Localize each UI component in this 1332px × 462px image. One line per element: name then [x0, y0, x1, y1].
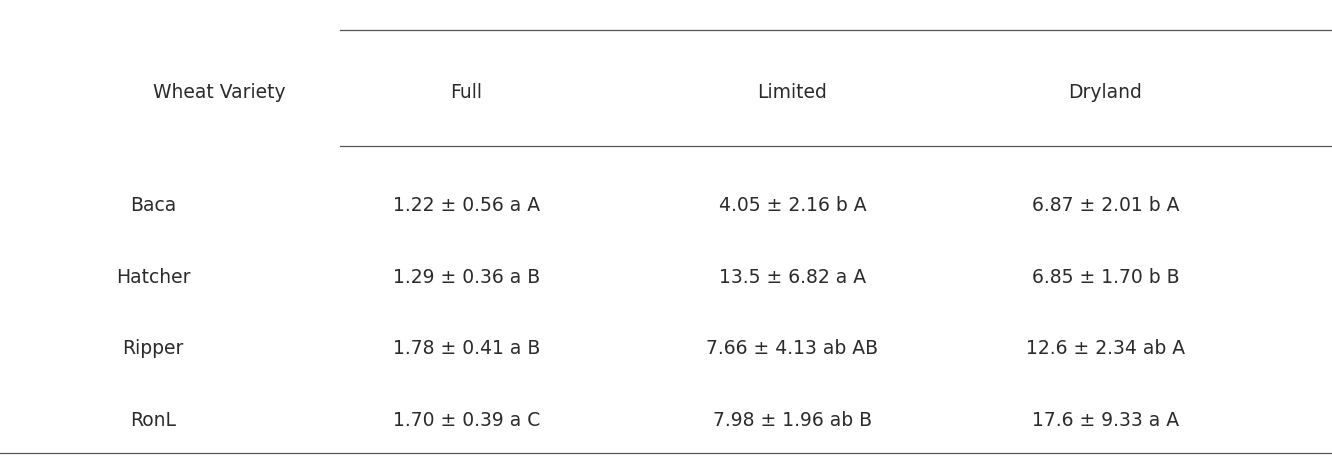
Text: Ripper: Ripper: [123, 339, 184, 359]
Text: 6.87 ± 2.01 b A: 6.87 ± 2.01 b A: [1032, 196, 1179, 215]
Text: 1.78 ± 0.41 a B: 1.78 ± 0.41 a B: [393, 339, 539, 359]
Text: 1.29 ± 0.36 a B: 1.29 ± 0.36 a B: [393, 267, 539, 287]
Text: Dryland: Dryland: [1068, 83, 1143, 102]
Text: Limited: Limited: [758, 83, 827, 102]
Text: 17.6 ± 9.33 a A: 17.6 ± 9.33 a A: [1032, 411, 1179, 430]
Text: 6.85 ± 1.70 b B: 6.85 ± 1.70 b B: [1032, 267, 1179, 287]
Text: Hatcher: Hatcher: [116, 267, 190, 287]
Text: 13.5 ± 6.82 a A: 13.5 ± 6.82 a A: [719, 267, 866, 287]
Text: 12.6 ± 2.34 ab A: 12.6 ± 2.34 ab A: [1026, 339, 1185, 359]
Text: Full: Full: [450, 83, 482, 102]
Text: 7.98 ± 1.96 ab B: 7.98 ± 1.96 ab B: [713, 411, 872, 430]
Text: Wheat Variety: Wheat Variety: [153, 83, 286, 102]
Text: 7.66 ± 4.13 ab AB: 7.66 ± 4.13 ab AB: [706, 339, 879, 359]
Text: RonL: RonL: [131, 411, 176, 430]
Text: Baca: Baca: [131, 196, 176, 215]
Text: 1.22 ± 0.56 a A: 1.22 ± 0.56 a A: [393, 196, 539, 215]
Text: 4.05 ± 2.16 b A: 4.05 ± 2.16 b A: [719, 196, 866, 215]
Text: 1.70 ± 0.39 a C: 1.70 ± 0.39 a C: [393, 411, 539, 430]
